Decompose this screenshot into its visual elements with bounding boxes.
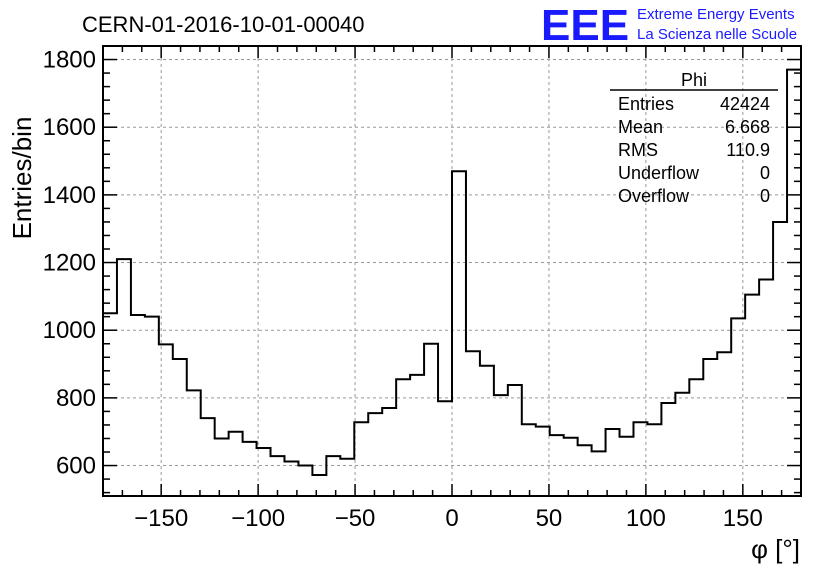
logo-line-2: La Scienza nelle Scuole [637, 26, 797, 43]
histogram-bin [745, 295, 759, 496]
histogram-bin [522, 424, 536, 496]
y-tick-label: 1200 [43, 250, 96, 277]
histogram-bin [536, 427, 550, 496]
histogram-bin [731, 318, 745, 496]
histogram-bin [675, 393, 689, 496]
y-tick-label: 1600 [43, 114, 96, 141]
histogram-bin [326, 456, 340, 496]
histogram-bin [354, 422, 368, 496]
histogram-bin [620, 437, 634, 496]
histogram-bin [396, 379, 410, 496]
chart-title: CERN-01-2016-10-01-00040 [82, 12, 365, 37]
x-axis-title: φ [°] [751, 534, 800, 564]
stats-label: Underflow [618, 163, 700, 183]
stats-label: Entries [618, 94, 674, 114]
histogram-bin [215, 438, 229, 496]
y-axis-title: Entries/bin [7, 117, 37, 240]
histogram-bin [173, 359, 187, 496]
stats-label: RMS [618, 140, 658, 160]
y-tick-label: 1000 [43, 317, 96, 344]
histogram-bin [424, 344, 438, 496]
x-tick-label: 0 [445, 505, 458, 532]
stats-box: Phi Entries 42424 Mean 6.668 RMS 110.9 Underfl… [610, 70, 778, 206]
logo-mark: EEE [541, 1, 629, 50]
histogram-bin [159, 344, 173, 496]
histogram-bin [592, 451, 606, 496]
x-tick-label: −50 [335, 505, 376, 532]
y-tick-label: 1800 [43, 47, 96, 74]
histogram-bin [145, 317, 159, 496]
stats-label: Mean [618, 117, 663, 137]
histogram-bin [661, 403, 675, 496]
histogram-bin [103, 313, 117, 496]
histogram-bin [187, 390, 201, 496]
stats-title: Phi [681, 70, 707, 90]
x-tick-label: 100 [626, 505, 666, 532]
logo-line-1: Extreme Energy Events [637, 6, 795, 23]
histogram-bin [466, 351, 480, 496]
y-axis: 600 800 1000 1200 1400 1600 1800 [43, 45, 801, 494]
eee-logo: EEE Extreme Energy Events La Scienza nel… [541, 1, 797, 50]
x-axis: −150 −100 −50 0 50 100 150 [102, 46, 802, 532]
histogram-bin [229, 432, 243, 496]
stats-value: 42424 [720, 94, 770, 114]
histogram-bin [452, 171, 466, 496]
stats-value: 0 [760, 186, 770, 206]
y-tick-label: 800 [56, 385, 96, 412]
histogram-bin [117, 259, 131, 496]
histogram-bin [480, 366, 494, 496]
y-tick-label: 1400 [43, 182, 96, 209]
histogram-bin [508, 385, 522, 496]
histogram-bin [578, 445, 592, 496]
stats-value: 0 [760, 163, 770, 183]
histogram-bin [438, 401, 452, 496]
x-tick-label: 50 [536, 505, 563, 532]
stats-value: 110.9 [726, 140, 770, 160]
histogram-bin [689, 379, 703, 496]
histogram-bin [298, 466, 312, 496]
histogram-bin [703, 359, 717, 496]
x-tick-label: 150 [723, 505, 763, 532]
histogram-bin [773, 222, 787, 496]
histogram-bin [243, 442, 257, 496]
histogram-series [103, 68, 801, 496]
histogram-bin [312, 475, 326, 496]
x-tick-label: −150 [134, 505, 188, 532]
histogram-bin [717, 352, 731, 496]
histogram-bin [550, 435, 564, 496]
histogram-bin [201, 418, 215, 496]
histogram-bin [382, 408, 396, 496]
x-tick-label: −100 [231, 505, 285, 532]
histogram-step-line [103, 68, 801, 477]
histogram-bin [131, 315, 145, 496]
histogram-bin [787, 70, 801, 496]
histogram-bin [368, 413, 382, 496]
histogram-bin [759, 279, 773, 496]
y-tick-label: 600 [56, 453, 96, 480]
stats-value: 6.668 [725, 117, 770, 137]
histogram-bin [564, 438, 578, 496]
histogram-bin [410, 375, 424, 496]
histogram-bin [606, 429, 620, 496]
histogram-bin [647, 424, 661, 496]
stats-label: Overflow [618, 186, 690, 206]
histogram-bin [340, 459, 354, 496]
histogram-bin [494, 395, 508, 496]
